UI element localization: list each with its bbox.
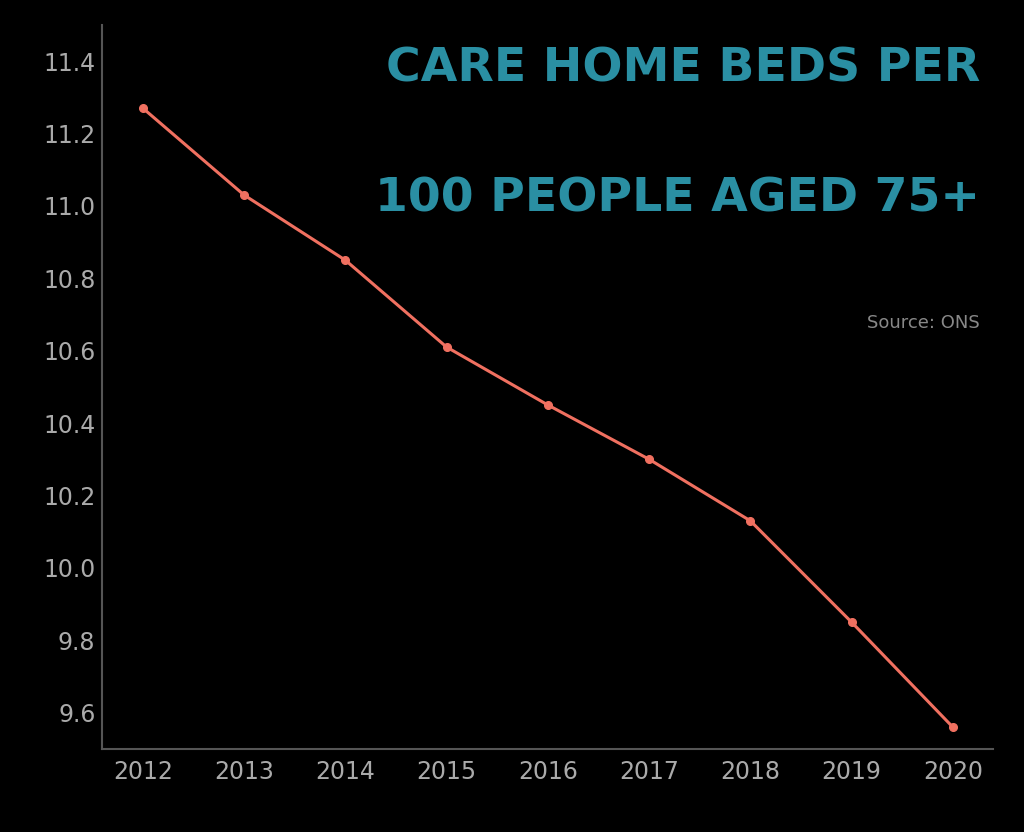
Text: Source: ONS: Source: ONS [867,314,980,333]
Text: 100 PEOPLE AGED 75+: 100 PEOPLE AGED 75+ [375,177,980,222]
Text: CARE HOME BEDS PER: CARE HOME BEDS PER [386,47,980,92]
